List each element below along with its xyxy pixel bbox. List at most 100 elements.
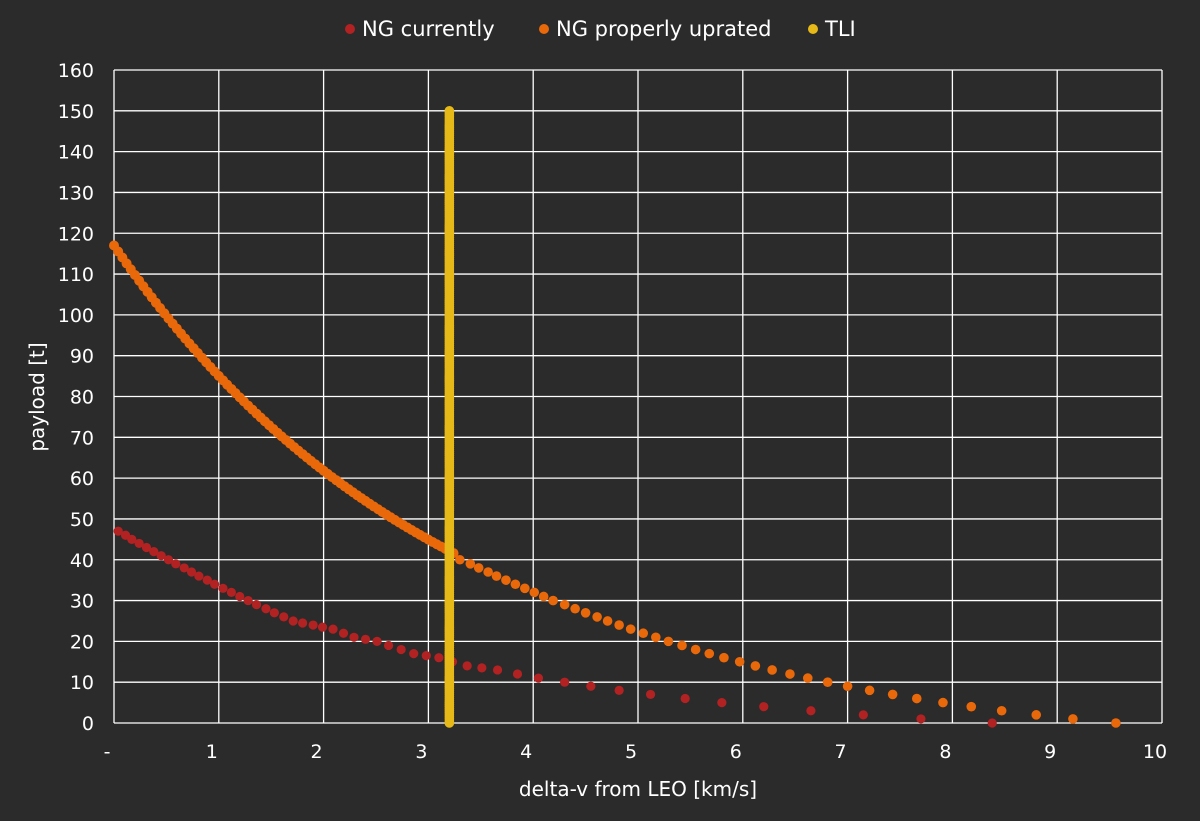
y-tick-label: 140	[58, 142, 94, 164]
data-point	[360, 634, 371, 644]
data-point	[911, 693, 922, 704]
data-point	[759, 702, 769, 712]
data-point	[134, 538, 144, 549]
data-point	[308, 620, 318, 630]
x-tick-label: 8	[939, 741, 951, 763]
data-point	[966, 701, 977, 712]
data-point	[171, 559, 181, 569]
data-point	[916, 714, 926, 724]
data-point	[251, 600, 262, 610]
data-point	[586, 681, 596, 691]
x-tick-label: 10	[1143, 741, 1167, 763]
legend-marker	[808, 24, 818, 34]
data-point	[328, 624, 338, 634]
data-point	[409, 649, 419, 659]
data-point	[473, 563, 484, 573]
data-point	[614, 620, 624, 630]
data-point	[179, 563, 189, 573]
legend: NG currently NG properly uprated TLI	[345, 17, 856, 41]
data-point	[492, 665, 503, 675]
data-point	[510, 579, 521, 590]
data-point	[719, 652, 729, 663]
legend-item-0: NG currently	[345, 17, 495, 41]
data-point	[987, 718, 997, 728]
data-point	[996, 705, 1007, 716]
y-tick-label: 50	[70, 509, 94, 531]
data-point	[625, 624, 636, 634]
x-tick-label: 5	[625, 741, 637, 763]
x-tick-labels: - 1 2 3 4 5 6 7 8 9 10	[104, 741, 1168, 763]
data-point	[372, 636, 382, 646]
data-point	[704, 648, 715, 659]
data-point	[533, 673, 544, 683]
data-point	[501, 575, 511, 585]
data-point	[580, 608, 591, 618]
data-point	[1068, 714, 1078, 724]
x-tick-label: 6	[730, 741, 742, 763]
data-point	[645, 689, 656, 700]
legend-item-1: NG properly uprated	[539, 17, 771, 41]
data-point	[261, 604, 271, 614]
data-point	[614, 685, 624, 695]
data-point	[210, 579, 220, 589]
series-1	[109, 240, 1121, 728]
data-point	[298, 618, 308, 628]
data-point	[383, 640, 394, 651]
y-tick-label: 130	[58, 182, 94, 204]
data-point	[887, 689, 898, 700]
x-tick-label: -	[104, 741, 111, 763]
y-tick-label: 0	[82, 713, 94, 735]
data-point	[483, 567, 493, 577]
data-point	[218, 583, 228, 593]
data-point	[938, 697, 948, 708]
x-tick-label: 2	[311, 741, 323, 763]
data-point	[455, 554, 465, 565]
data-point	[592, 612, 602, 622]
data-point	[842, 681, 853, 692]
data-point	[802, 673, 813, 683]
data-point	[529, 587, 540, 598]
y-tick-label: 90	[70, 346, 94, 368]
data-point	[767, 665, 777, 675]
data-point	[194, 571, 204, 581]
data-point	[602, 616, 613, 626]
data-point	[156, 551, 166, 561]
data-point	[113, 526, 123, 536]
y-tick-label: 160	[58, 60, 94, 82]
legend-marker	[539, 24, 549, 34]
x-tick-label: 9	[1044, 741, 1056, 763]
x-tick-label: 1	[206, 741, 218, 763]
y-tick-label: 80	[70, 387, 94, 409]
y-tick-labels: 0 10 20 30 40 50 60 70 80 90 100 110 120 130 140 150 160	[58, 60, 94, 735]
data-point	[421, 651, 431, 661]
data-point	[717, 697, 727, 708]
x-tick-label: 4	[520, 741, 532, 763]
data-point	[186, 567, 197, 577]
data-point	[520, 583, 530, 594]
data-point	[690, 644, 701, 655]
data-point	[226, 587, 236, 598]
legend-label: NG properly uprated	[556, 17, 771, 41]
data-point	[434, 653, 444, 663]
data-point	[822, 677, 833, 687]
data-point	[858, 710, 868, 720]
data-point	[149, 546, 159, 557]
series-0	[113, 526, 997, 728]
data-point	[465, 559, 476, 569]
y-tick-label: 150	[58, 101, 94, 123]
series-2	[444, 106, 455, 728]
data-point	[477, 663, 487, 673]
y-tick-label: 40	[70, 550, 94, 572]
legend-item-2: TLI	[808, 17, 856, 41]
y-tick-label: 120	[58, 223, 94, 245]
data-point	[806, 706, 816, 716]
data-point	[462, 661, 472, 671]
data-point	[559, 599, 570, 610]
data-point	[127, 534, 137, 544]
data-point	[1111, 718, 1121, 728]
data-point	[651, 632, 661, 643]
data-point	[202, 575, 212, 585]
data-point	[338, 628, 349, 638]
data-point	[570, 603, 580, 614]
